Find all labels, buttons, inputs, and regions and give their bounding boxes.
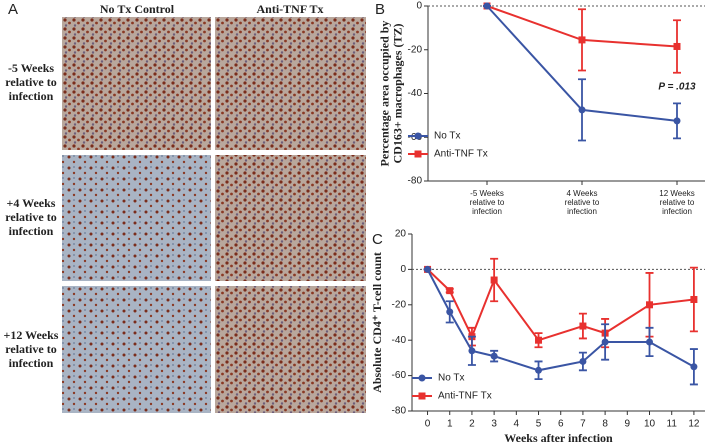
legend-label: No Tx <box>438 373 465 384</box>
legend-marker <box>418 392 426 400</box>
series-line <box>426 268 695 372</box>
x-tick-label: 6 <box>558 419 564 430</box>
marker <box>468 347 476 355</box>
panel-label: A <box>8 1 18 18</box>
y-axis-label: Absolute CD4⁺ T-cell count <box>370 252 384 393</box>
x-tick-label: 4 Weeks relative to infection <box>565 189 600 216</box>
marker <box>535 336 543 344</box>
legend-marker <box>418 374 426 382</box>
x-tick-label: 7 <box>580 419 586 430</box>
y-tick-label: 0 <box>416 1 422 12</box>
panel-a: A <box>8 1 366 413</box>
marker <box>579 357 587 365</box>
marker <box>490 276 498 284</box>
row-header: +4 Weeks relative to infection <box>5 196 56 238</box>
micrograph <box>62 155 211 281</box>
marker <box>673 42 681 50</box>
marker <box>483 2 491 10</box>
micrograph <box>215 155 366 281</box>
marker <box>690 295 698 303</box>
marker <box>578 36 586 44</box>
row-header: -5 Weeks relative to infection <box>5 61 56 103</box>
marker <box>578 106 586 114</box>
x-axis-label: Weeks after infection <box>504 431 613 445</box>
marker <box>424 265 432 273</box>
y-tick-label: -80 <box>408 176 423 187</box>
x-tick-label: 8 <box>602 419 608 430</box>
marker <box>601 338 609 346</box>
x-tick-label: 10 <box>644 419 656 430</box>
legend-marker <box>414 132 422 140</box>
marker <box>446 287 454 295</box>
y-tick-label: 20 <box>395 229 407 240</box>
x-tick-label: 11 <box>667 419 678 430</box>
marker <box>690 363 698 371</box>
marker <box>579 322 587 330</box>
marker <box>646 338 654 346</box>
y-tick-label: -20 <box>408 44 423 55</box>
legend-marker <box>414 150 422 158</box>
y-tick-label: -40 <box>408 88 423 99</box>
marker <box>673 117 681 125</box>
legend-label: Anti-TNF Tx <box>438 391 492 402</box>
micrograph <box>62 286 211 413</box>
x-tick-label: 12 Weeks relative to infection <box>659 189 695 216</box>
marker <box>535 366 543 374</box>
x-tick-label: -5 Weeks relative to infection <box>470 189 505 216</box>
micrograph <box>215 17 366 150</box>
x-tick-label: 9 <box>625 419 631 430</box>
row-header: +12 Weeks relative to infection <box>4 328 59 370</box>
micrograph <box>62 17 211 150</box>
x-tick-label: 3 <box>491 419 497 430</box>
y-tick-label: -60 <box>392 370 407 381</box>
column-header: Anti-TNF Tx <box>256 2 323 16</box>
y-tick-label: -80 <box>392 406 407 417</box>
x-tick-label: 4 <box>514 419 520 430</box>
y-tick-label: 0 <box>400 264 406 275</box>
micrograph <box>215 286 366 413</box>
x-tick-label: 2 <box>469 419 475 430</box>
legend-label: Anti-TNF Tx <box>434 149 488 160</box>
x-tick-label: 1 <box>447 419 453 430</box>
x-tick-label: 0 <box>425 419 431 430</box>
panel-label: B <box>375 1 385 18</box>
panel-label: C <box>372 231 383 248</box>
marker <box>490 352 498 360</box>
legend-label: No Tx <box>434 131 461 142</box>
marker <box>446 308 454 316</box>
series-line <box>426 268 695 342</box>
y-tick-label: -20 <box>392 299 407 310</box>
y-tick-label: -40 <box>392 335 407 346</box>
annotation: P = .013 <box>658 82 696 93</box>
column-header: No Tx Control <box>100 2 175 16</box>
y-axis-label: Percentage area occupied byCD163+ macrop… <box>377 21 404 167</box>
x-tick-label: 12 <box>688 419 700 430</box>
x-tick-label: 5 <box>536 419 542 430</box>
marker <box>646 301 654 309</box>
